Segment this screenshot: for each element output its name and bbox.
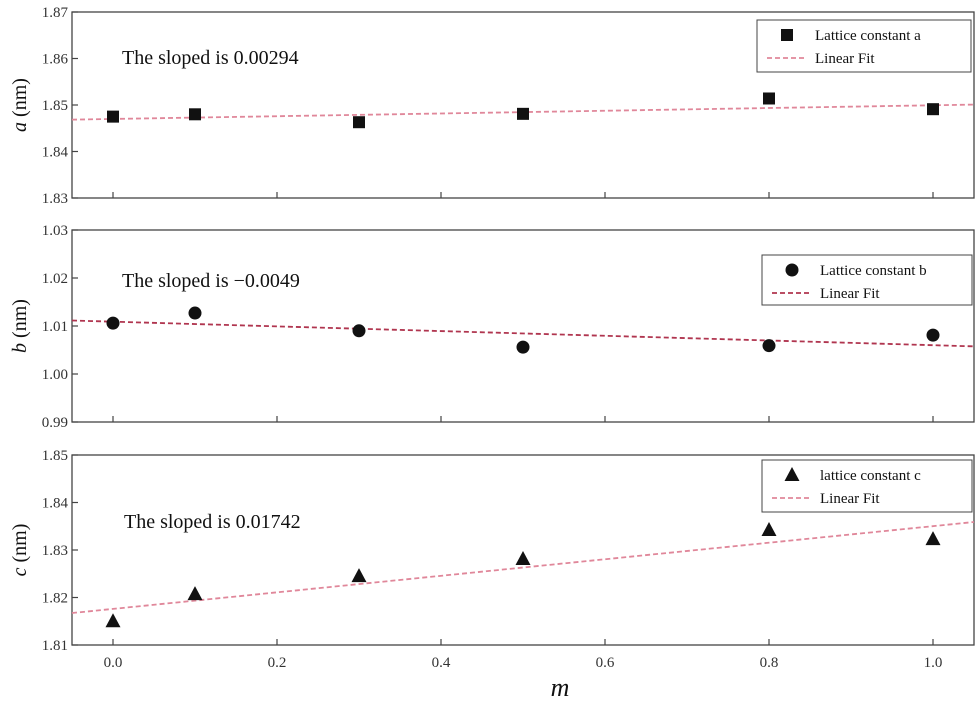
y-tick-label: 1.87 — [42, 5, 69, 21]
y-tick-label: 1.83 — [42, 543, 68, 559]
y-tick-label: 1.02 — [42, 271, 68, 287]
y-tick-label: 0.99 — [42, 415, 68, 431]
data-point — [762, 339, 776, 353]
y-tick-label: 1.84 — [42, 496, 69, 512]
y-tick-label: 1.81 — [42, 638, 68, 654]
legend-marker — [784, 467, 800, 481]
data-point — [925, 531, 941, 546]
legend-label: Linear Fit — [820, 286, 880, 302]
x-tick-label: 0.6 — [596, 655, 615, 671]
legend-label: Lattice constant a — [815, 28, 921, 44]
x-tick-label: 1.0 — [924, 655, 943, 671]
slope-annotation: The sloped is 0.01742 — [124, 511, 301, 533]
legend-label: Lattice constant b — [820, 263, 927, 279]
x-tick-label: 0.0 — [104, 655, 123, 671]
y-axis-variable: c — [9, 567, 31, 576]
y-axis-variable: b — [9, 343, 31, 353]
y-axis-label: b (nm) — [9, 299, 31, 353]
fit-line — [71, 521, 975, 614]
x-axis-label: m — [551, 673, 570, 702]
slope-annotation: The sloped is −0.0049 — [122, 270, 300, 292]
y-axis-unit: (nm) — [9, 78, 31, 122]
fit-line — [71, 319, 975, 348]
legend-label: Linear Fit — [820, 491, 880, 507]
data-point — [761, 522, 777, 537]
y-tick-label: 1.82 — [42, 591, 68, 607]
legend-box — [761, 254, 973, 306]
y-axis-unit: (nm) — [9, 299, 31, 343]
y-axis-label: a (nm) — [9, 78, 31, 132]
y-tick-label: 1.01 — [42, 319, 68, 335]
slope-annotation: The sloped is 0.00294 — [122, 47, 299, 69]
y-axis-variable: a — [9, 122, 31, 132]
y-axis-label: c (nm) — [9, 524, 31, 577]
x-tick-label: 0.2 — [268, 655, 287, 671]
legend-box — [761, 459, 973, 513]
legend-label: lattice constant c — [820, 468, 921, 484]
data-point — [188, 306, 202, 320]
data-point — [763, 92, 775, 105]
data-point — [515, 551, 531, 566]
legend-label: Linear Fit — [815, 51, 875, 67]
legend-marker — [781, 29, 793, 41]
panel-c: 1.81 1.82 1.83 1.84 1.85 c (nm) The sloped is … — [9, 448, 975, 654]
legend: lattice constant c Linear Fit — [761, 459, 973, 513]
y-tick-label: 1.00 — [42, 367, 68, 383]
x-tick-label: 0.8 — [760, 655, 779, 671]
data-point — [516, 340, 530, 354]
data-point — [351, 568, 367, 583]
legend-marker — [785, 263, 799, 277]
y-tick-label: 1.86 — [42, 52, 69, 68]
data-point — [105, 613, 121, 628]
data-point — [517, 107, 529, 120]
legend: Lattice constant b Linear Fit — [761, 254, 973, 306]
x-tick-label: 0.4 — [432, 655, 451, 671]
data-point — [189, 108, 201, 121]
data-point — [352, 324, 366, 338]
y-axis-unit: (nm) — [9, 524, 31, 568]
legend: Lattice constant a Linear Fit — [756, 19, 972, 73]
panel-a: 1.83 1.84 1.85 1.86 1.87 a (nm) The sloped is … — [9, 5, 975, 207]
data-point — [187, 586, 203, 601]
legend-box — [756, 19, 972, 73]
y-tick-label: 1.85 — [42, 448, 68, 464]
y-tick-label: 1.84 — [42, 145, 69, 161]
data-point — [353, 116, 365, 129]
panel-b: 0.99 1.00 1.01 1.02 1.03 b (nm) The sloped is … — [9, 223, 975, 431]
y-tick-label: 1.85 — [42, 98, 68, 114]
y-tick-label: 1.83 — [42, 191, 68, 207]
data-point — [927, 103, 939, 116]
data-point — [107, 110, 119, 123]
y-tick-label: 1.03 — [42, 223, 68, 239]
data-point — [106, 316, 120, 330]
data-point — [926, 328, 940, 342]
